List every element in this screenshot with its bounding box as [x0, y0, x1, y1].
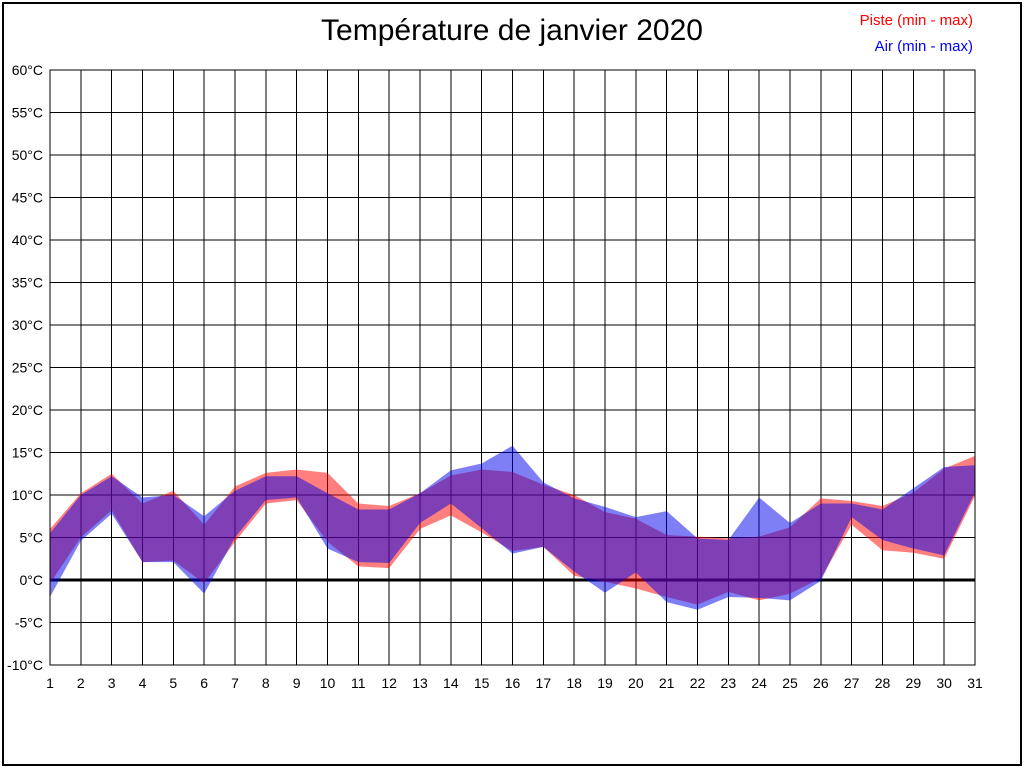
x-tick-label: 9 — [293, 675, 301, 691]
y-tick-label: 35°C — [12, 275, 43, 291]
x-tick-label: 10 — [320, 675, 336, 691]
x-tick-label: 21 — [659, 675, 675, 691]
y-tick-label: 50°C — [12, 147, 43, 163]
x-tick-label: 20 — [628, 675, 644, 691]
air-band — [50, 445, 975, 610]
y-tick-label: 0°C — [20, 572, 44, 588]
y-tick-label: 45°C — [12, 190, 43, 206]
x-tick-label: 2 — [77, 675, 85, 691]
x-tick-label: 13 — [412, 675, 428, 691]
x-tick-label: 14 — [443, 675, 459, 691]
x-tick-label: 26 — [813, 675, 829, 691]
y-tick-label: -10°C — [7, 657, 43, 673]
y-tick-label: 60°C — [12, 62, 43, 78]
y-tick-label: 15°C — [12, 445, 43, 461]
x-tick-label: 7 — [231, 675, 239, 691]
x-tick-label: 3 — [108, 675, 116, 691]
y-tick-label: 40°C — [12, 232, 43, 248]
x-tick-label: 16 — [505, 675, 521, 691]
y-tick-label: 5°C — [20, 530, 44, 546]
x-tick-label: 29 — [906, 675, 922, 691]
x-tick-label: 31 — [967, 675, 983, 691]
x-tick-label: 22 — [690, 675, 706, 691]
x-tick-label: 24 — [751, 675, 767, 691]
x-tick-label: 25 — [782, 675, 798, 691]
x-tick-label: 19 — [597, 675, 613, 691]
chart-legend: Piste (min - max) Air (min - max) — [860, 8, 973, 60]
chart-title: Température de janvier 2020 — [321, 14, 703, 47]
y-tick-label: 55°C — [12, 105, 43, 121]
x-tick-label: 1 — [46, 675, 54, 691]
plot-border — [49, 69, 976, 666]
x-tick-label: 6 — [200, 675, 208, 691]
x-tick-label: 28 — [875, 675, 891, 691]
y-tick-label: 30°C — [12, 317, 43, 333]
x-tick-label: 30 — [936, 675, 952, 691]
y-tick-label: -5°C — [15, 615, 43, 631]
x-tick-label: 18 — [566, 675, 582, 691]
x-tick-label: 17 — [536, 675, 552, 691]
y-tick-label: 25°C — [12, 360, 43, 376]
x-tick-label: 11 — [351, 675, 366, 691]
y-tick-label: 10°C — [12, 487, 43, 503]
y-tick-label: 20°C — [12, 402, 43, 418]
x-tick-label: 8 — [262, 675, 270, 691]
x-tick-label: 12 — [381, 675, 397, 691]
x-tick-label: 27 — [844, 675, 860, 691]
x-tick-label: 15 — [474, 675, 490, 691]
legend-piste-label: Piste (min - max) — [859, 12, 973, 29]
x-tick-label: 4 — [139, 675, 147, 691]
x-tick-label: 23 — [721, 675, 737, 691]
legend-air-label: Air (min - max) — [874, 38, 973, 55]
x-tick-label: 5 — [169, 675, 177, 691]
